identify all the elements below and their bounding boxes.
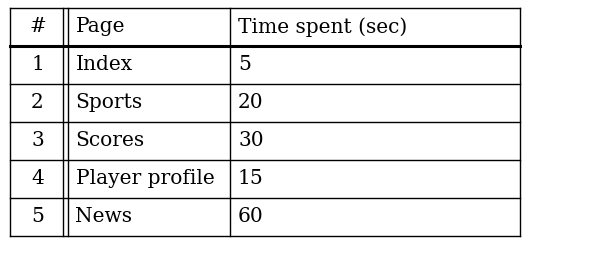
Text: Scores: Scores [75,131,144,150]
Text: #: # [29,17,46,36]
Text: 3: 3 [31,131,44,150]
Text: 4: 4 [31,169,44,188]
Text: 1: 1 [31,55,44,75]
Text: 5: 5 [238,55,251,75]
Text: 20: 20 [238,94,263,113]
Text: News: News [75,208,132,227]
Text: 30: 30 [238,131,263,150]
Text: 2: 2 [31,94,44,113]
Text: 5: 5 [31,208,44,227]
Text: Page: Page [75,17,125,36]
Text: Index: Index [75,55,132,75]
Text: Sports: Sports [75,94,143,113]
Text: Player profile: Player profile [75,169,214,188]
Text: 15: 15 [238,169,264,188]
Text: 60: 60 [238,208,264,227]
Text: Time spent (sec): Time spent (sec) [238,17,407,37]
